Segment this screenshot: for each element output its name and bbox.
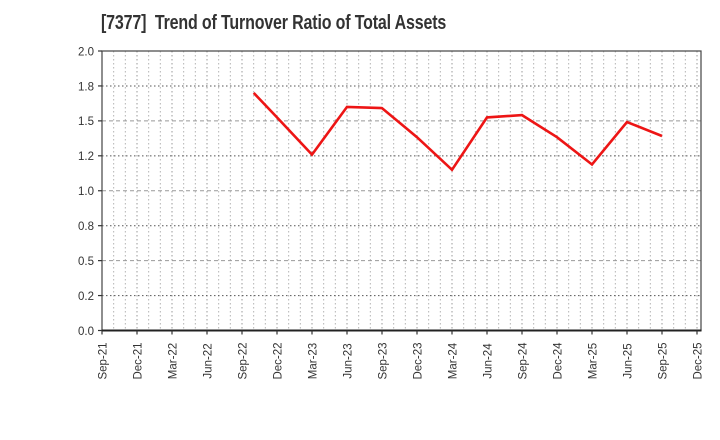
x-tick-label: Dec-21 [132, 342, 144, 379]
x-tick-label: Sep-24 [517, 342, 529, 380]
x-tick-label: Dec-22 [272, 342, 284, 379]
y-tick-label: 0.5 [78, 256, 94, 268]
y-tick-label: 1.0 [78, 186, 94, 198]
y-tick-label: 1.8 [78, 81, 94, 93]
x-tick-label: Mar-23 [307, 343, 319, 379]
x-tick-label: Dec-25 [692, 342, 704, 379]
x-tick-label: Jun-23 [342, 343, 354, 378]
x-tick-label: Sep-22 [237, 342, 249, 379]
y-tick-label: 0.0 [78, 326, 94, 338]
x-tick-label: Mar-24 [447, 342, 459, 379]
y-tick-label: 1.5 [78, 116, 94, 128]
x-tick-label: Sep-21 [97, 342, 109, 379]
x-tick-label: Sep-23 [377, 342, 389, 379]
x-tick-label: Mar-22 [167, 343, 179, 379]
x-tick-label: Jun-24 [482, 343, 494, 379]
data-line [252, 92, 663, 172]
plot-border [101, 50, 702, 332]
x-tick-label: Jun-22 [202, 343, 214, 378]
y-tick-label: 2.0 [78, 46, 94, 58]
chart-title: [7377] Trend of Turnover Ratio of Total … [101, 12, 447, 34]
y-tick-label: 0.2 [78, 291, 94, 303]
x-tick-label: Sep-25 [657, 342, 669, 379]
x-tick-label: Mar-25 [587, 343, 599, 379]
x-tick-label: Dec-24 [552, 342, 564, 380]
y-tick-label: 1.2 [78, 151, 94, 163]
x-tick-label: Dec-23 [412, 342, 424, 379]
x-tick-label: Jun-25 [622, 343, 634, 378]
y-tick-label: 0.8 [78, 221, 94, 233]
